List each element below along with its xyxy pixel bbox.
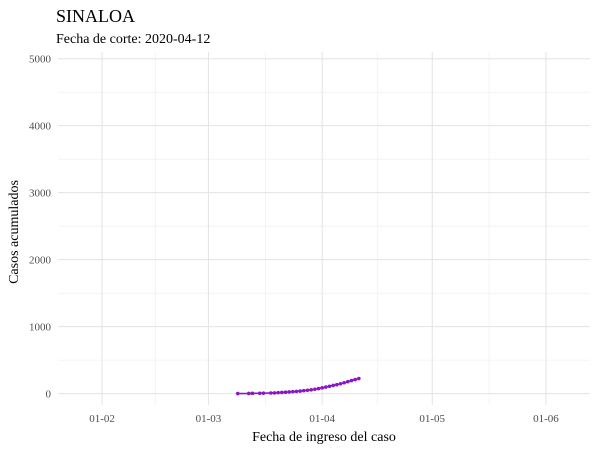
data-point — [250, 391, 255, 396]
data-point — [298, 389, 302, 393]
data-point — [305, 388, 310, 393]
data-point — [327, 384, 332, 389]
data-point — [276, 390, 280, 395]
series-layer — [235, 376, 361, 396]
data-point — [235, 391, 240, 396]
data-point — [294, 389, 299, 394]
minor-gridlines — [58, 52, 590, 405]
y-tick-label: 3000 — [29, 188, 52, 200]
data-point — [342, 380, 346, 385]
y-axis-ticks: 0 1000 2000 3000 4000 5000 — [29, 54, 52, 401]
x-tick-label: 01-03 — [196, 413, 222, 425]
x-tick-label: 01-05 — [419, 413, 445, 425]
data-point — [302, 388, 306, 393]
data-point — [316, 386, 321, 391]
data-point — [257, 391, 262, 396]
x-axis-ticks: 01-02 01-03 01-04 01-05 01-06 — [89, 413, 559, 425]
x-axis-label: Fecha de ingreso del caso — [252, 430, 396, 445]
chart-title: SINALOA — [56, 6, 135, 26]
y-tick-label: 1000 — [29, 322, 52, 334]
y-tick-label: 4000 — [29, 121, 52, 133]
major-gridlines — [58, 52, 590, 405]
data-point — [349, 378, 354, 383]
data-point — [313, 387, 317, 392]
data-point — [331, 383, 335, 388]
y-axis-label: Casos acumulados — [7, 180, 22, 284]
y-tick-label: 0 — [46, 389, 52, 401]
data-point — [287, 390, 291, 394]
data-point — [246, 391, 251, 396]
chart-subtitle: Fecha de corte: 2020-04-12 — [56, 32, 210, 47]
x-tick-label: 01-04 — [309, 413, 335, 425]
data-point — [335, 382, 339, 387]
y-tick-label: 5000 — [29, 54, 52, 66]
data-point — [272, 391, 277, 395]
data-point — [357, 376, 361, 381]
data-point — [280, 390, 284, 395]
data-point — [283, 390, 288, 395]
data-point — [338, 381, 343, 386]
data-point — [320, 386, 324, 390]
data-point — [309, 387, 313, 392]
data-point — [269, 391, 273, 395]
series-line — [237, 377, 360, 395]
data-point — [291, 389, 295, 394]
data-point — [353, 377, 357, 382]
data-point — [324, 385, 328, 389]
y-tick-label: 2000 — [29, 255, 52, 267]
data-point — [261, 391, 266, 395]
x-tick-label: 01-02 — [89, 413, 115, 425]
x-tick-label: 01-06 — [533, 413, 559, 425]
data-point — [346, 379, 350, 384]
